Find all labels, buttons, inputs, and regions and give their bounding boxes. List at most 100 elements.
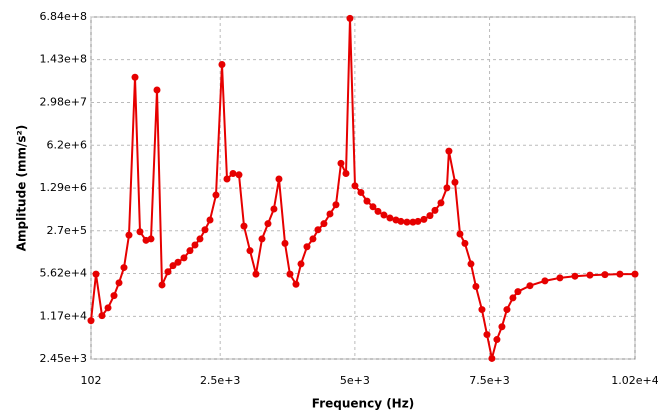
data-point: [498, 323, 506, 331]
data-point: [252, 270, 260, 278]
data-point: [196, 235, 204, 243]
data-point: [526, 282, 534, 290]
y-tick-label: 1.43e+8: [40, 53, 87, 66]
data-point: [314, 226, 322, 234]
data-point: [403, 218, 411, 226]
data-point: [586, 271, 594, 279]
data-point: [420, 215, 428, 223]
data-point: [369, 203, 377, 211]
data-point: [125, 231, 133, 239]
data-point: [246, 247, 254, 255]
data-point: [292, 280, 300, 288]
data-point: [136, 228, 144, 236]
data-point: [556, 274, 564, 282]
data-point: [92, 270, 100, 278]
data-point: [445, 147, 453, 155]
data-point: [601, 271, 609, 279]
data-point: [201, 226, 209, 234]
data-point: [275, 175, 283, 183]
data-point: [180, 254, 188, 262]
data-point: [346, 14, 354, 22]
data-point: [120, 264, 128, 272]
y-tick-label: 1.29e+6: [40, 181, 87, 194]
data-point: [87, 317, 95, 325]
data-point: [616, 270, 624, 278]
data-point: [164, 268, 172, 276]
data-point: [483, 331, 491, 339]
y-tick-label: 2.45e+3: [40, 352, 87, 365]
data-point: [206, 216, 214, 224]
data-point: [437, 199, 445, 207]
data-point: [229, 170, 237, 178]
data-point: [147, 235, 155, 243]
data-point: [414, 217, 422, 225]
data-point: [174, 258, 182, 266]
data-point: [158, 281, 166, 289]
x-axis-label: Frequency (Hz): [312, 397, 414, 411]
data-point: [397, 217, 405, 225]
data-point: [514, 288, 522, 296]
data-point: [467, 260, 475, 268]
y-tick-label: 1.17e+4: [40, 309, 87, 322]
data-point: [169, 262, 177, 270]
data-point: [357, 188, 365, 196]
data-point: [98, 312, 106, 320]
data-point: [286, 270, 294, 278]
data-point: [451, 178, 459, 186]
data-point: [351, 182, 359, 190]
x-tick-label: 102: [81, 374, 102, 387]
data-point: [235, 171, 243, 179]
data-point: [571, 272, 579, 280]
data-point: [186, 247, 194, 255]
data-point: [332, 201, 340, 209]
y-tick-label: 2.98e+7: [40, 95, 87, 108]
data-point: [374, 207, 382, 215]
data-point: [426, 212, 434, 220]
data-point: [223, 175, 231, 183]
x-tick-label: 2.5e+3: [200, 374, 240, 387]
data-point: [110, 292, 118, 300]
data-point: [281, 239, 289, 247]
data-point: [472, 282, 480, 290]
data-point: [270, 205, 278, 213]
data-point: [326, 210, 334, 218]
x-tick-label: 5e+3: [340, 374, 370, 387]
data-point: [493, 336, 501, 344]
data-point: [363, 197, 371, 205]
data-point: [461, 239, 469, 247]
data-point: [431, 206, 439, 214]
data-point: [131, 73, 139, 81]
data-point: [320, 220, 328, 228]
y-tick-label: 2.7e+5: [47, 224, 87, 237]
y-tick-label: 5.62e+4: [40, 267, 87, 280]
data-point: [509, 294, 517, 302]
data-point: [115, 279, 123, 287]
data-point: [212, 191, 220, 199]
x-tick-label: 7.5e+3: [469, 374, 509, 387]
data-point: [104, 304, 112, 312]
data-point: [303, 243, 311, 251]
data-point: [337, 159, 345, 167]
data-point: [478, 306, 486, 314]
data-point: [380, 211, 388, 219]
data-point: [631, 270, 639, 278]
data-point: [297, 260, 305, 268]
data-point: [191, 241, 199, 249]
data-point: [386, 214, 394, 222]
data-point: [258, 235, 266, 243]
data-point: [443, 184, 451, 192]
y-tick-label: 6.84e+8: [40, 10, 87, 23]
y-axis-label: Amplitude (mm/s²): [15, 125, 29, 252]
data-point: [240, 222, 248, 230]
data-point: [309, 235, 317, 243]
data-point: [541, 277, 549, 285]
data-point: [488, 354, 496, 362]
data-point: [218, 60, 226, 68]
x-tick-label: 1.02e+4: [611, 374, 658, 387]
data-point: [342, 170, 350, 178]
data-point: [264, 220, 272, 228]
y-tick-label: 6.2e+6: [47, 138, 87, 151]
data-point: [456, 230, 464, 238]
data-point: [503, 306, 511, 314]
